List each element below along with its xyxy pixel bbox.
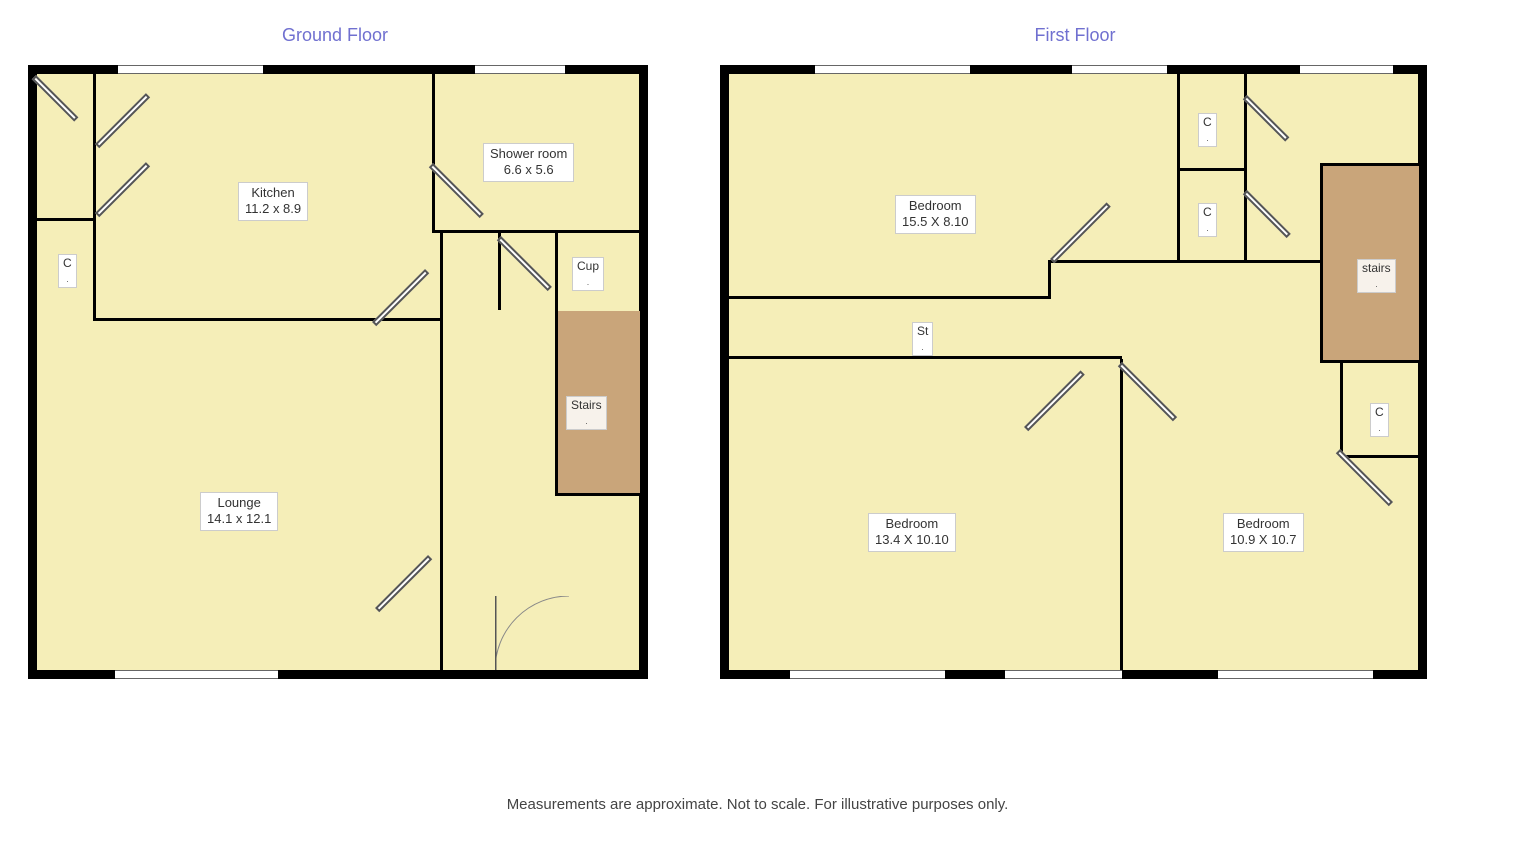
room-name: stairs (1362, 261, 1391, 275)
first-stairs-label: stairs . (1357, 259, 1396, 293)
wall (720, 65, 729, 679)
c-label: C . (58, 254, 77, 288)
window (1218, 670, 1373, 679)
room-name: Stairs (571, 398, 602, 412)
c1-label: C . (1198, 113, 1217, 147)
front-door-arc (495, 596, 575, 676)
window (1300, 65, 1393, 74)
wall (432, 73, 435, 233)
room-name: Kitchen (251, 185, 294, 200)
wall (1120, 359, 1123, 670)
shower-label: Shower room 6.6 x 5.6 (483, 143, 574, 182)
bed1-label: Bedroom 15.5 X 8.10 (895, 195, 976, 234)
window (790, 670, 945, 679)
kitchen-label: Kitchen 11.2 x 8.9 (238, 182, 308, 221)
c3-label: C . (1370, 403, 1389, 437)
room-dims: . (587, 278, 589, 287)
room-dims: 13.4 X 10.10 (875, 532, 949, 547)
room-dims: 15.5 X 8.10 (902, 214, 969, 229)
wall (1340, 455, 1420, 458)
first-floor-title: First Floor (1000, 25, 1150, 46)
wall (93, 318, 440, 321)
wall (1323, 360, 1420, 363)
wall (93, 73, 96, 321)
wall (1048, 260, 1051, 299)
window (115, 670, 278, 679)
room-name: C (1203, 205, 1212, 219)
room-name: St (917, 324, 928, 338)
room-name: C (63, 256, 72, 270)
window (475, 65, 565, 74)
ground-stairs-label: Stairs . (566, 396, 607, 430)
cup-label: Cup . (572, 257, 604, 291)
wall (36, 218, 93, 221)
wall (1418, 65, 1427, 679)
window (1005, 670, 1122, 679)
lounge-label: Lounge 14.1 x 12.1 (200, 492, 278, 531)
wall (728, 356, 1122, 359)
room-name: Shower room (490, 146, 567, 161)
room-dims: . (1378, 424, 1380, 433)
wall (440, 233, 443, 670)
room-name: Bedroom (909, 198, 962, 213)
st-label: St . (912, 322, 933, 356)
wall (1180, 168, 1244, 171)
window (118, 65, 263, 74)
wall (1048, 260, 1180, 263)
room-name: Bedroom (1237, 516, 1290, 531)
wall (728, 296, 1048, 299)
room-name: Lounge (217, 495, 260, 510)
room-dims: . (66, 275, 68, 284)
room-dims: . (922, 343, 924, 352)
first-fill (729, 74, 1418, 670)
wall (1180, 260, 1320, 263)
wall (432, 230, 640, 233)
room-dims: . (1206, 224, 1208, 233)
wall (28, 65, 37, 679)
room-dims: . (585, 417, 587, 426)
room-dims: . (1375, 280, 1377, 289)
bed2-label: Bedroom 13.4 X 10.10 (868, 513, 956, 552)
disclaimer-text: Measurements are approximate. Not to sca… (0, 796, 1515, 813)
bed3-label: Bedroom 10.9 X 10.7 (1223, 513, 1304, 552)
window (815, 65, 970, 74)
wall (1340, 363, 1343, 458)
room-dims: . (1206, 134, 1208, 143)
room-name: Bedroom (885, 516, 938, 531)
room-name: Cup (577, 259, 599, 273)
wall (555, 493, 640, 496)
room-dims: 14.1 x 12.1 (207, 511, 271, 526)
wall (639, 65, 648, 679)
room-dims: 11.2 x 8.9 (245, 201, 301, 216)
ground-floor-title: Ground Floor (250, 25, 420, 46)
window (1072, 65, 1167, 74)
room-dims: 10.9 X 10.7 (1230, 532, 1297, 547)
room-name: C (1203, 115, 1212, 129)
room-dims: 6.6 x 5.6 (504, 162, 554, 177)
room-name: C (1375, 405, 1384, 419)
c2-label: C . (1198, 203, 1217, 237)
